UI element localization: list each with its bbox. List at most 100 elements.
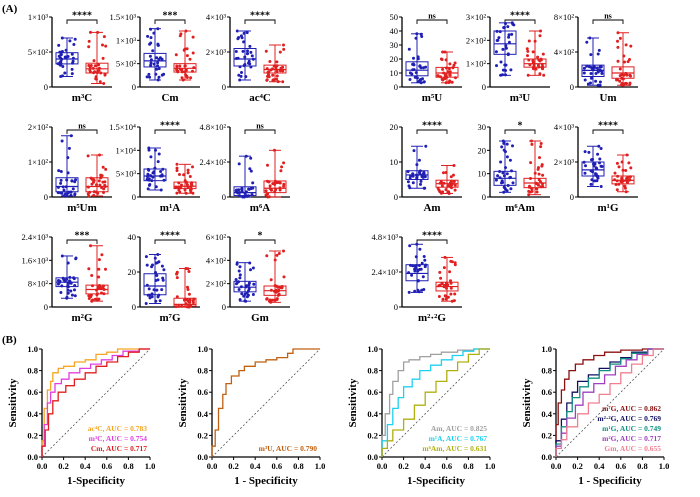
data-point <box>65 295 69 299</box>
data-point <box>175 272 179 276</box>
y-tick-label: 1×10² <box>466 59 487 69</box>
data-point <box>275 74 279 78</box>
y-tick-label: 20 <box>390 122 399 132</box>
data-point <box>91 66 95 70</box>
data-point <box>146 178 150 182</box>
box <box>581 161 605 177</box>
data-point <box>276 80 280 84</box>
data-point <box>507 33 511 37</box>
data-point <box>94 75 98 79</box>
data-point <box>422 255 426 258</box>
data-point <box>66 291 70 295</box>
category-label: m⁵Um <box>67 202 97 214</box>
data-point <box>177 304 181 308</box>
data-point <box>156 27 160 31</box>
data-point <box>154 271 157 274</box>
data-point <box>250 54 254 58</box>
y-tick-label: 0 <box>44 302 48 312</box>
data-point <box>595 167 599 170</box>
category-label: m³U <box>510 92 530 104</box>
data-point <box>275 298 279 301</box>
roc-chart-3: 0.00.0 0.2 0.2 0.4 0.4 0.6 0.6 0.8 0.8 1.0 1.0 Am, … <box>347 344 495 487</box>
data-point <box>161 167 165 171</box>
legend-entry: Gm, AUC = 0.655 <box>604 444 661 453</box>
data-point <box>72 276 76 280</box>
data-point <box>99 286 103 290</box>
data-point <box>234 57 238 60</box>
data-point <box>155 274 159 277</box>
data-point <box>190 181 194 185</box>
data-point <box>408 186 412 190</box>
data-point <box>159 174 162 178</box>
data-point <box>174 53 178 57</box>
y-tick-label: 0.2 <box>197 430 208 440</box>
data-point <box>501 47 505 51</box>
data-point <box>56 185 60 189</box>
data-point <box>97 179 101 183</box>
data-point <box>150 292 154 296</box>
y-tick-label: 0.0 <box>27 452 38 462</box>
data-point <box>180 76 184 80</box>
data-point <box>598 83 602 87</box>
data-point <box>624 43 628 47</box>
data-point <box>277 252 281 255</box>
data-point <box>414 264 418 268</box>
data-point <box>264 49 268 53</box>
data-point <box>237 269 241 273</box>
y-tick-label: 30 <box>390 40 399 50</box>
data-point <box>280 165 284 169</box>
significance-bracket <box>592 129 624 134</box>
y-tick-label: 0.8 <box>197 366 208 376</box>
box-group-red <box>523 139 547 197</box>
data-point <box>411 174 415 178</box>
data-point <box>421 77 424 81</box>
data-point <box>421 175 425 179</box>
data-point <box>444 81 448 85</box>
data-point <box>191 51 195 55</box>
data-point <box>157 260 161 264</box>
data-point <box>527 58 531 62</box>
data-point <box>154 72 158 76</box>
box-group-blue <box>233 29 257 82</box>
y-tick-label: 0 <box>44 192 48 202</box>
data-point <box>272 64 276 68</box>
data-point <box>533 39 537 43</box>
data-point <box>599 147 603 150</box>
data-point <box>268 298 272 302</box>
data-point <box>234 278 238 281</box>
data-point <box>175 66 179 70</box>
data-point <box>153 256 157 260</box>
box <box>405 61 429 77</box>
y-tick-label: 20 <box>478 145 487 155</box>
roc-curve-4 <box>555 348 664 457</box>
significance-label: ns <box>428 12 436 21</box>
boxplot-m2G: 0 8×10² 1.6×10³ 2.4×10³ m²G *** <box>22 231 112 324</box>
data-point <box>65 178 69 182</box>
box-group-blue <box>143 253 167 305</box>
data-point <box>100 291 103 295</box>
y-tick-label: 0 <box>132 302 136 312</box>
data-point <box>449 279 452 283</box>
data-point <box>448 73 452 77</box>
x-tick-label: 0.0 <box>37 461 48 471</box>
data-point <box>589 182 593 186</box>
roc-curve-3 <box>41 348 150 457</box>
data-point <box>184 191 188 195</box>
data-point <box>588 36 592 40</box>
data-point <box>73 288 76 292</box>
data-point <box>448 270 452 274</box>
legend-entry: Am, AUC = 0.825 <box>431 424 487 433</box>
y-tick-label: 5×10³ <box>116 169 137 179</box>
data-point <box>412 56 415 60</box>
data-point <box>408 244 412 248</box>
data-point <box>162 178 166 182</box>
data-point <box>534 67 538 71</box>
data-point <box>91 298 95 302</box>
data-point <box>527 193 531 197</box>
x-axis-title: 1-Specificity <box>67 475 126 487</box>
data-point <box>247 283 251 287</box>
data-point <box>498 30 502 34</box>
y-tick-label: 8×10² <box>28 279 49 289</box>
data-point <box>88 68 92 72</box>
data-point <box>104 167 108 171</box>
